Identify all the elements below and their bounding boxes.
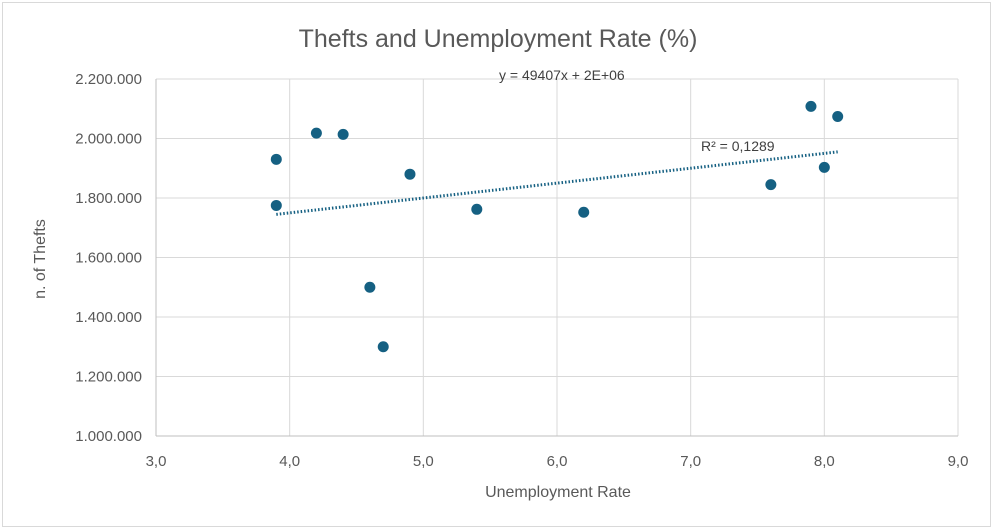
data-points — [270, 100, 844, 353]
data-point — [270, 153, 282, 165]
chart-title: Thefts and Unemployment Rate (%) — [299, 25, 698, 53]
y-tick-label: 1.600.000 — [75, 250, 142, 267]
data-point — [337, 128, 349, 140]
x-tick-label: 9,0 — [948, 453, 969, 470]
x-axis-title: Unemployment Rate — [485, 484, 631, 501]
y-tick-label: 1.800.000 — [75, 190, 142, 207]
x-tick-label: 4,0 — [279, 453, 300, 470]
y-tick-label: 2.200.000 — [75, 71, 142, 88]
data-point — [765, 179, 777, 191]
trendline-r-squared: R² = 0,1289 — [701, 138, 775, 154]
data-point — [805, 100, 817, 112]
trendline-equation: y = 49407x + 2E+06 — [499, 67, 625, 83]
x-tick-label: 8,0 — [814, 453, 835, 470]
y-tick-label: 2.000.000 — [75, 131, 142, 148]
y-axis-title: n. of Thefts — [32, 219, 49, 299]
x-tick-label: 5,0 — [413, 453, 434, 470]
data-point — [818, 161, 830, 173]
data-point — [270, 199, 282, 211]
chart-svg: 1.000.000 1.200.000 1.400.000 1.600.000 1.80… — [32, 25, 968, 501]
x-tick-label: 7,0 — [680, 453, 701, 470]
data-point — [471, 203, 483, 215]
axes — [155, 79, 958, 437]
data-point — [832, 110, 844, 122]
data-point — [404, 168, 416, 180]
data-point — [377, 341, 389, 353]
x-tick-label: 3,0 — [146, 453, 167, 470]
y-tick-label: 1.200.000 — [75, 369, 142, 386]
gridlines — [155, 78, 959, 437]
y-tick-label: 1.400.000 — [75, 309, 142, 326]
tick-labels: 1.000.000 1.200.000 1.400.000 1.600.000 1.80… — [75, 71, 968, 470]
data-point — [578, 206, 590, 218]
x-tick-label: 6,0 — [547, 453, 568, 470]
data-point — [364, 281, 376, 293]
data-point — [310, 127, 322, 139]
y-tick-label: 1.000.000 — [75, 428, 142, 445]
